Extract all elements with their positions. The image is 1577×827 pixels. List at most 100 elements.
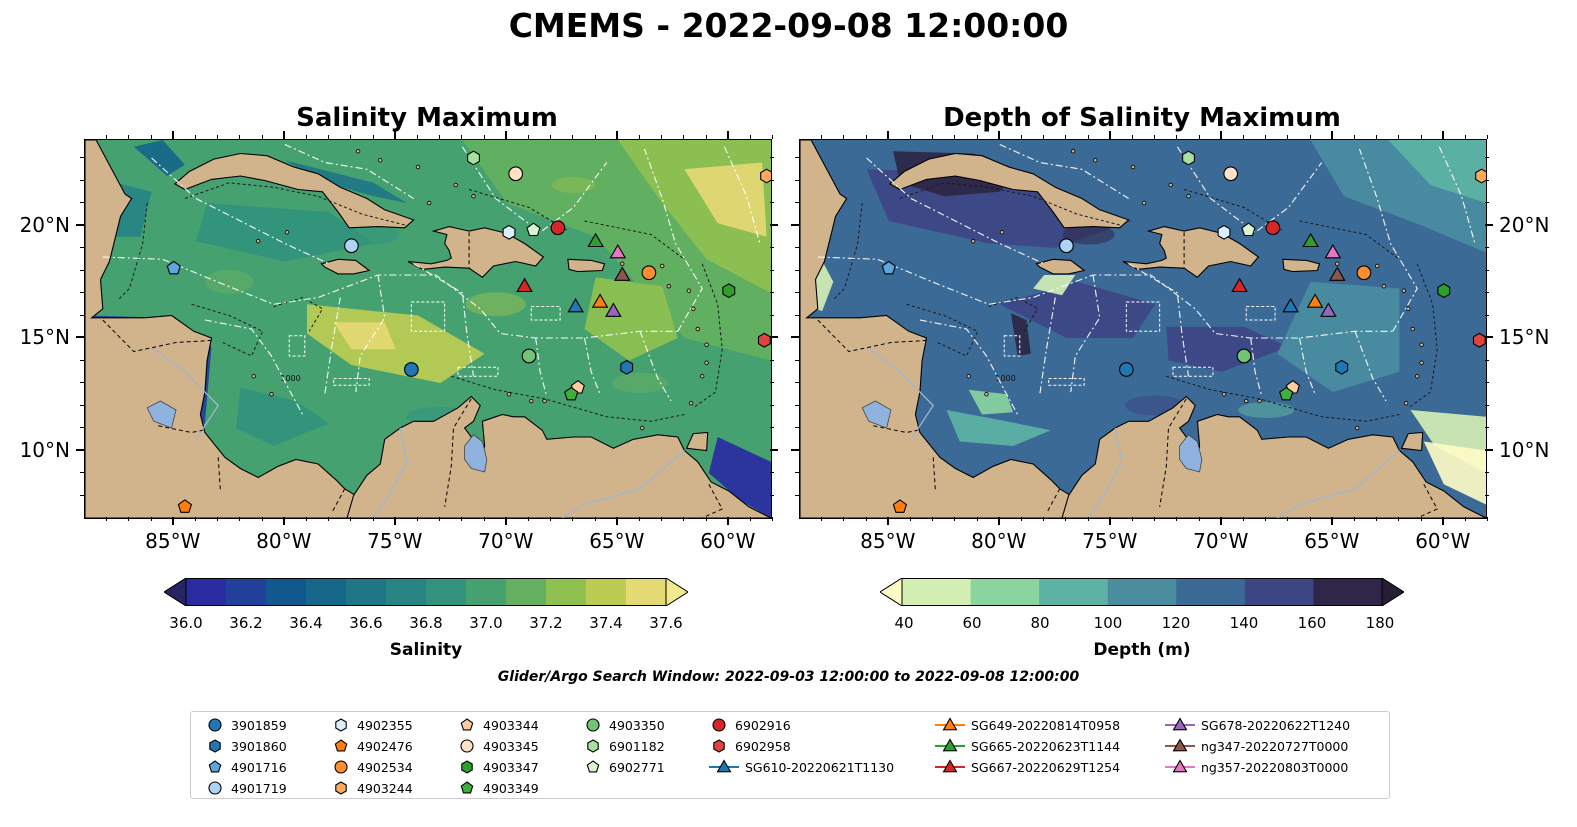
small-island [1410,326,1415,332]
marker-4902534[interactable] [1356,265,1372,281]
minor-tick [683,135,685,139]
legend-label: 3901859 [231,717,287,733]
marker-4903345[interactable] [1223,166,1239,182]
marker-4903347[interactable] [722,283,736,299]
eez-boundary [866,157,1045,265]
marker-4902355[interactable] [502,224,516,240]
land-trinidad [685,431,709,452]
small-island [1070,149,1076,154]
field-patch [708,437,771,518]
minor-tick [80,472,84,473]
minor-tick [770,292,774,293]
marker-4903350[interactable] [521,348,537,364]
marker-6901182[interactable] [1182,150,1195,166]
small-island [355,149,361,154]
minor-tick [80,179,84,181]
tick-mark-bottom [504,517,507,525]
marker-SG610-20220621T1130[interactable] [567,297,584,313]
legend-marker-icon [208,760,222,773]
marker-4903244[interactable] [1475,168,1486,184]
marker-4902476[interactable] [892,499,908,513]
marker-SG665-20220623T1144[interactable] [587,232,604,248]
minor-tick [750,135,752,139]
marker-3901859[interactable] [403,362,419,377]
minor-tick [954,517,956,521]
minor-tick [1198,135,1200,139]
marker-SG610-20220621T1130[interactable] [1282,297,1299,313]
marker-4901716[interactable] [166,260,181,275]
legend-entry: 6902771 [583,758,665,776]
marker-4902534[interactable] [641,265,657,281]
field-patch [284,160,407,203]
lon-tick-label: 75°W [367,529,423,553]
marker-4903349[interactable] [564,386,579,401]
marker-4902355[interactable] [1217,224,1231,240]
colorbar-tick-label: 120 [1161,614,1191,632]
marker-SG667-20220629T1254[interactable] [1231,277,1248,293]
marker-SG665-20220623T1144[interactable] [1302,232,1319,248]
marker-4901719[interactable] [344,238,359,254]
colorbar-bin [466,578,507,606]
marker-4903345[interactable] [508,166,524,182]
marker-SG649-20220814T0958[interactable] [591,293,609,308]
marker-3901859[interactable] [1118,362,1134,377]
marker-6902771[interactable] [526,222,541,237]
marker-3901860[interactable] [620,359,634,375]
marker-ng347-20220727T0000[interactable] [613,266,631,281]
country-border [330,488,346,514]
small-island [704,360,709,365]
minor-tick [217,135,219,139]
marker-ng347-20220727T0000[interactable] [1328,266,1346,281]
legend-marker-icon [335,718,347,732]
small-island [984,392,989,397]
marker-ng357-20220803T0000[interactable] [1324,243,1342,259]
marker-6902958[interactable] [757,332,771,348]
colorbar-tick-label: 36.8 [409,614,443,632]
eez-boundary [643,148,703,332]
land-jamaica [320,258,371,275]
marker-SG649-20220814T0958[interactable] [1306,293,1324,308]
marker-SG667-20220629T1254[interactable] [516,277,533,293]
legend-marker-icon [335,781,347,795]
map-salinity[interactable]: 1000 [84,139,772,519]
marker-6902916[interactable] [1265,220,1281,236]
marker-6902771[interactable] [1241,222,1256,237]
marker-6902958[interactable] [1472,332,1486,348]
minor-tick [439,135,441,139]
minor-tick [865,135,867,139]
marker-4903350[interactable] [1236,348,1252,364]
marker-4901719[interactable] [1059,238,1074,254]
marker-6901182[interactable] [467,150,480,166]
minor-tick [328,517,330,521]
minor-tick [661,135,663,139]
legend-entry: 4903244 [331,779,413,797]
tick-mark-bottom [886,517,889,525]
map-depth[interactable]: 1000 [799,139,1487,519]
minor-tick [795,292,799,293]
minor-tick [261,517,263,521]
marker-4903244[interactable] [760,168,771,184]
tick-mark-bottom [282,517,285,525]
field-patch [196,203,374,262]
marker-SG678-20220622T1240[interactable] [1320,302,1337,317]
marker-SG678-20220622T1240[interactable] [605,302,622,317]
marker-ng357-20220803T0000[interactable] [609,243,627,259]
minor-tick [306,517,307,521]
marker-3901860[interactable] [1335,359,1349,375]
marker-4901716[interactable] [881,260,896,275]
tick-mark-right [1485,448,1493,451]
colorbar-tick-label: 37.4 [589,614,623,632]
minor-tick [795,404,799,406]
marker-4902476[interactable] [177,499,193,513]
isobath-contour [1408,263,1438,409]
marker-4903349[interactable] [1279,386,1294,401]
minor-tick [772,517,774,521]
minor-tick [80,404,84,406]
legend-marker-icon [713,739,725,753]
small-island [378,158,383,163]
legend-label: 4903345 [483,738,539,754]
marker-4903347[interactable] [1437,283,1451,299]
marker-6902916[interactable] [550,220,566,236]
minor-tick [1176,517,1178,521]
tick-mark-left [76,448,84,451]
